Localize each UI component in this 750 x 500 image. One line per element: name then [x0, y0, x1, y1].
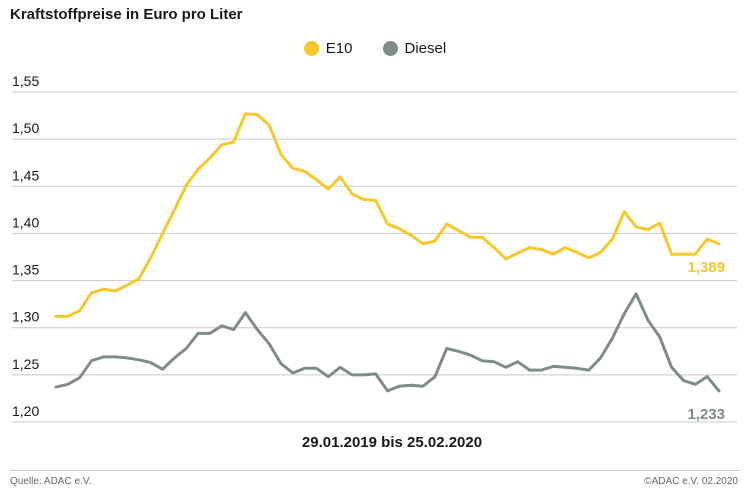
legend-label-diesel: Diesel: [404, 40, 447, 57]
legend: E10 Diesel: [0, 40, 750, 57]
series-line-e10: [54, 112, 721, 318]
y-tick-label: 1,40: [12, 214, 39, 230]
legend-swatch-diesel: [382, 41, 398, 56]
series-lines: [54, 112, 721, 393]
y-tick-label: 1,35: [12, 262, 39, 278]
footer-divider: [10, 470, 740, 471]
y-tick-label: 1,25: [12, 356, 39, 372]
end-label-e10: 1,389: [687, 259, 725, 276]
end-label-diesel: 1,233: [687, 406, 725, 423]
legend-item-diesel: Diesel: [382, 40, 447, 57]
end-labels: 1,389 1,233: [687, 259, 725, 423]
copyright-note: ©ADAC e.V. 02.2020: [644, 476, 738, 487]
y-tick-labels: 1,55 1,50 1,45 1,40 1,35 1,30 1,25 1,20: [12, 73, 39, 419]
legend-item-e10: E10: [303, 40, 353, 57]
legend-label-e10: E10: [325, 40, 353, 57]
y-tick-label: 1,45: [12, 167, 39, 183]
y-tick-label: 1,30: [12, 309, 39, 325]
y-tick-label: 1,55: [12, 73, 39, 89]
legend-swatch-e10: [303, 41, 319, 56]
source-note: Quelle: ADAC e.V.: [10, 476, 92, 487]
y-tick-label: 1,50: [12, 120, 39, 136]
chart-title: Kraftstoffpreise in Euro pro Liter: [10, 6, 243, 23]
series-line-diesel: [54, 292, 721, 393]
y-tick-label: 1,20: [12, 403, 39, 419]
x-axis-label: 29.01.2019 bis 25.02.2020: [302, 434, 482, 451]
